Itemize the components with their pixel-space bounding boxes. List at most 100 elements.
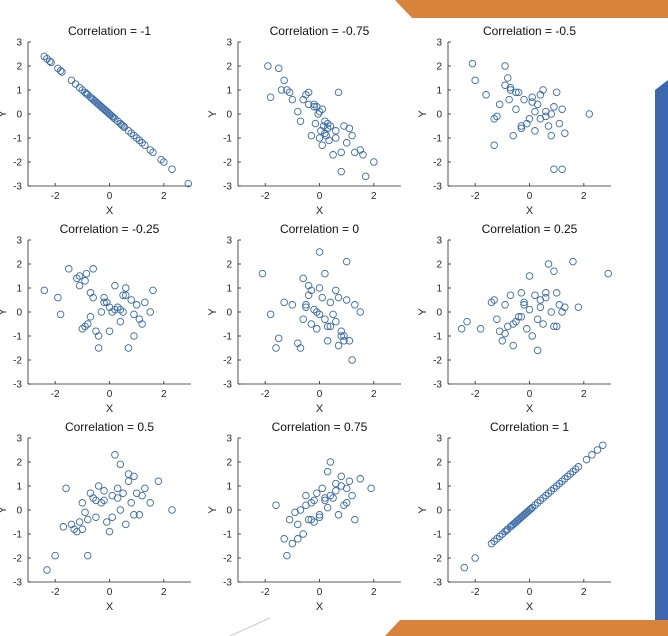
scatter-panel-4: Correlation = -0.25 -3 -2 -1 0 1 2 3 -2 0 2 X Y (0, 222, 191, 415)
y-tick-label: 1 (436, 86, 442, 97)
scatter-point (272, 501, 280, 509)
scatter-point (40, 52, 49, 61)
scatter-point (342, 499, 351, 507)
scatter-point (84, 551, 92, 560)
decor-thin-line (229, 617, 271, 636)
scatter-point (550, 103, 558, 111)
scatter-point (272, 344, 280, 352)
x-tick-label: -2 (51, 191, 60, 202)
scatter-point (130, 511, 138, 519)
y-tick-label: -1 (433, 530, 442, 541)
scatter-point (501, 62, 509, 70)
scatter-points (457, 257, 613, 355)
y-axis-label: Y (417, 308, 429, 316)
scatter-point (146, 146, 154, 154)
scatter-points (258, 248, 365, 364)
scatter-point (285, 515, 294, 524)
x-tick-label: 0 (527, 191, 533, 202)
scatter-point (56, 67, 65, 75)
scatter-point (514, 313, 523, 321)
scatter-point (43, 566, 51, 574)
y-tick-label: -2 (13, 554, 22, 565)
scatter-point (81, 508, 89, 517)
scatter-point (329, 310, 337, 319)
scatter-point (544, 122, 553, 130)
y-tick-label: 2 (436, 260, 442, 271)
scatter-point (334, 341, 343, 350)
scatter-point (509, 341, 517, 350)
scatter-point (476, 325, 485, 333)
x-axis-label: X (106, 205, 114, 217)
scatter-point (127, 296, 135, 304)
scatter-point (517, 313, 526, 321)
y-axis-label: Y (207, 110, 219, 118)
scatter-point (547, 487, 555, 495)
scatter-point (58, 68, 66, 76)
scatter-point (149, 286, 157, 295)
scatter-point (315, 248, 324, 256)
x-tick-label: 2 (581, 191, 587, 202)
scatter-point (517, 124, 526, 133)
y-tick-label: 3 (436, 38, 442, 49)
scatter-point (547, 131, 555, 140)
scatter-point (457, 325, 466, 333)
x-tick-label: 0 (107, 587, 113, 598)
y-tick-label: -3 (223, 182, 232, 193)
scatter-point (294, 535, 302, 543)
scatter-point (326, 298, 335, 307)
y-tick-label: 2 (16, 458, 22, 469)
scatter-point (132, 301, 141, 309)
scatter-point (561, 303, 569, 311)
scatter-point (329, 151, 337, 159)
x-tick-label: -2 (261, 191, 270, 202)
scatter-point (97, 308, 106, 316)
scatter-point (75, 518, 84, 526)
scatter-point (321, 117, 329, 125)
scatter-point (348, 491, 356, 500)
scatter-point (351, 515, 359, 524)
scatter-point (490, 115, 498, 123)
scatter-point (501, 81, 509, 89)
scatter-point (64, 265, 73, 273)
scatter-point (506, 291, 515, 299)
scatter-point (82, 269, 91, 278)
x-tick-label: 0 (107, 389, 113, 400)
y-tick-label: 2 (16, 62, 22, 73)
scatter-point (89, 494, 97, 502)
scatter-point (138, 491, 146, 500)
x-tick-label: -2 (261, 587, 270, 598)
scatter-point (103, 518, 111, 526)
scatter-point (288, 539, 297, 548)
scatter-points (40, 265, 157, 352)
scatter-point (332, 487, 340, 495)
scatter-point (313, 325, 321, 333)
y-tick-label: -3 (223, 380, 232, 391)
scatter-panel-1: Correlation = -1 -3 -2 -1 0 1 2 3 -2 0 2 X Y (0, 24, 193, 217)
scatter-point (100, 496, 108, 505)
scatter-point (552, 88, 561, 97)
scatter-panel-9: Correlation = 1 -3 -2 -1 0 1 2 3 -2 0 2 X Y (417, 420, 611, 613)
scatter-point (525, 506, 534, 514)
scatter-point (160, 158, 168, 166)
y-tick-label: 1 (226, 86, 232, 97)
scatter-point (146, 308, 154, 316)
y-tick-label: 0 (16, 308, 22, 319)
scatter-point (345, 477, 354, 485)
y-tick-label: 0 (226, 308, 232, 319)
y-tick-label: 2 (436, 458, 442, 469)
x-axis-label: X (106, 601, 114, 613)
scatter-point (493, 112, 501, 121)
scatter-point (108, 112, 116, 121)
scatter-point (67, 76, 76, 85)
scatter-point (304, 88, 313, 97)
scatter-point (310, 496, 318, 505)
scatter-point (168, 165, 176, 173)
y-tick-label: -2 (433, 554, 442, 565)
scatter-points (468, 59, 594, 173)
scatter-point (138, 320, 146, 328)
scatter-point (288, 301, 297, 309)
scatter-point (130, 310, 138, 319)
scatter-point (288, 95, 297, 104)
y-tick-label: 0 (226, 506, 232, 517)
